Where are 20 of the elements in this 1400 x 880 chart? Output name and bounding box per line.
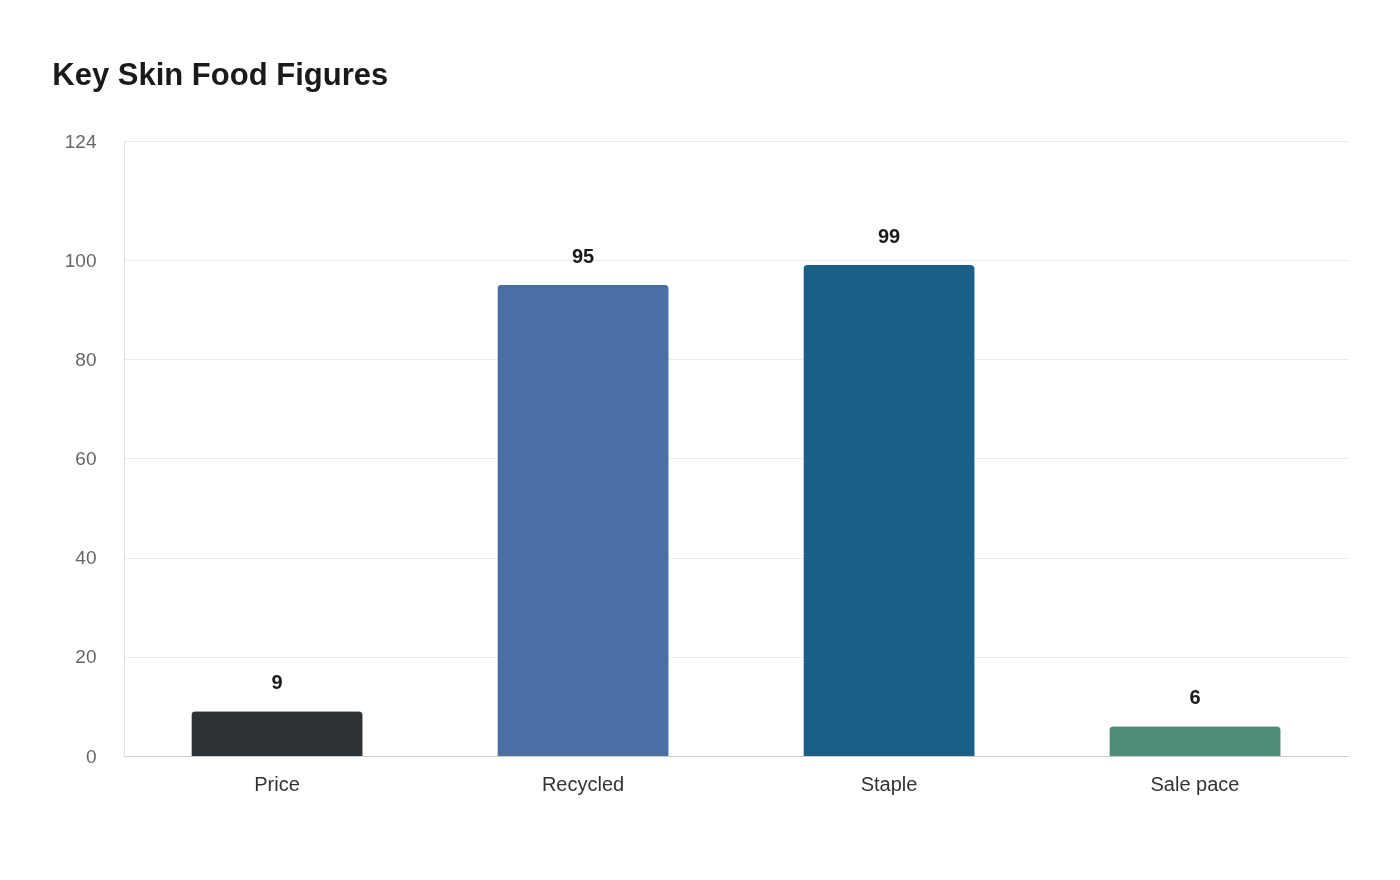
bar — [1109, 726, 1281, 756]
data-label: 9 — [271, 671, 283, 694]
bar — [497, 284, 669, 756]
bar — [803, 264, 975, 756]
chart-title: Key Skin Food Figures — [52, 57, 389, 92]
y-tick-label: 60 — [75, 447, 97, 469]
x-tick-label: Staple — [860, 772, 918, 795]
y-tick-label: 20 — [75, 646, 97, 668]
y-tick-label: 80 — [75, 348, 97, 370]
y-tick-label: 40 — [75, 547, 97, 569]
y-tick-label: 0 — [85, 745, 97, 767]
data-label: 6 — [1189, 686, 1201, 709]
x-tick-label: Sale pace — [1150, 772, 1240, 795]
data-label: 95 — [571, 244, 595, 267]
bar — [191, 711, 363, 756]
y-tick-label: 100 — [64, 249, 97, 271]
y-tick-label: 124 — [64, 130, 97, 152]
x-tick-label: Recycled — [541, 772, 625, 795]
x-tick-label: Price — [254, 772, 300, 795]
data-label: 99 — [877, 224, 901, 247]
